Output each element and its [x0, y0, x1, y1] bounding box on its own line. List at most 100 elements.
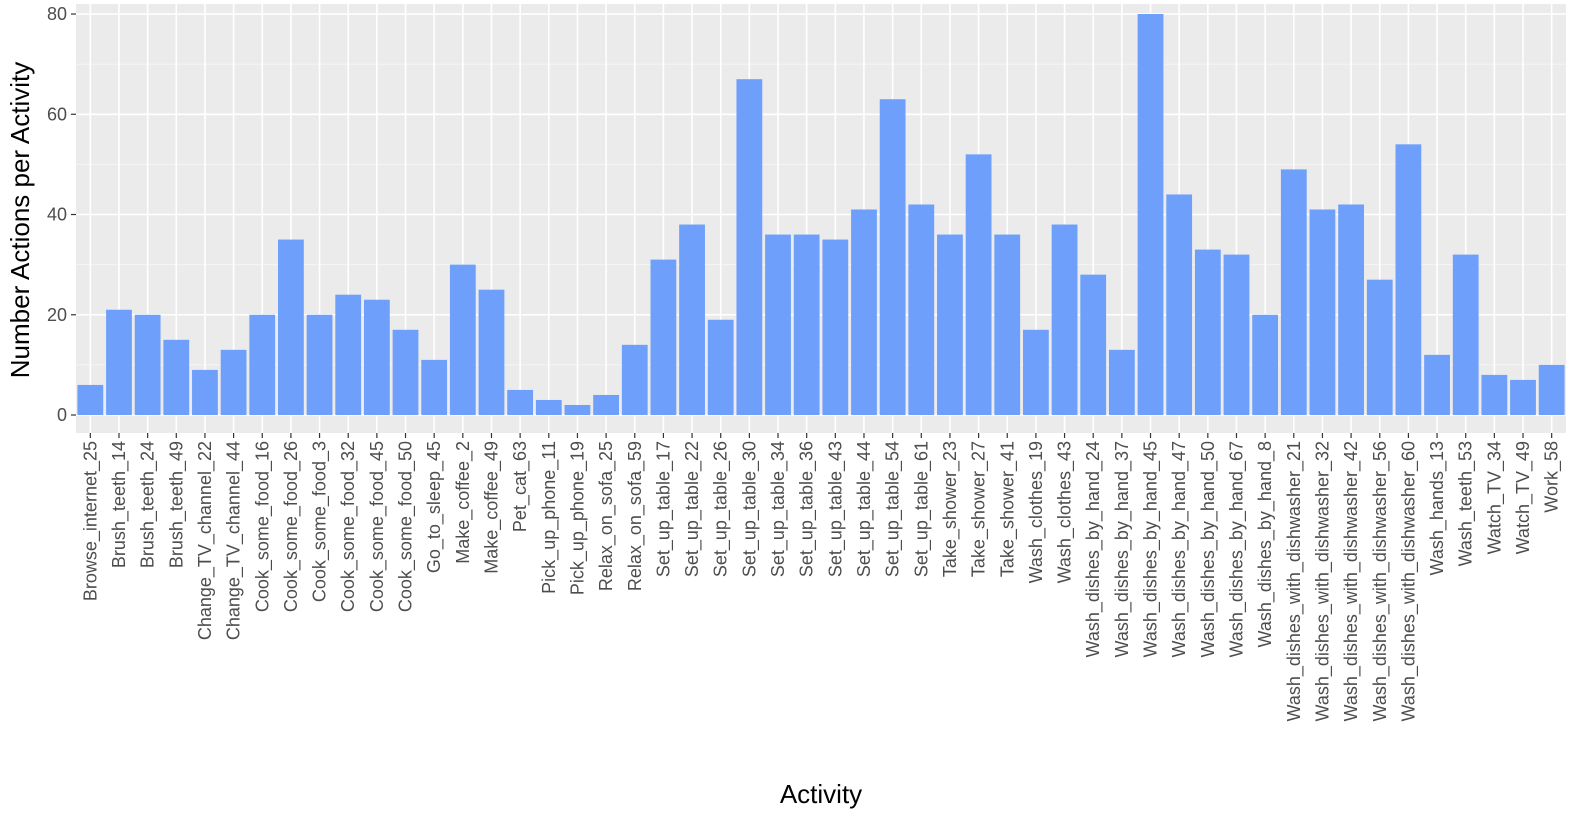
- bar-take-shower-41: [994, 234, 1021, 415]
- bars: [77, 14, 1565, 416]
- bar-cook-some-food-32: [335, 294, 362, 415]
- x-tick-label: Wash_dishes_by_hand_37: [1112, 441, 1133, 658]
- x-tick-label: Wash_dishes_with_dishwasher_21: [1284, 441, 1305, 722]
- x-tick-label: Cook_some_food_26: [281, 441, 302, 612]
- bar-cook-some-food-26: [278, 239, 304, 415]
- x-tick-label: Wash_dishes_by_hand_8: [1255, 441, 1276, 647]
- x-tick-label: Cook_some_food_45: [367, 441, 388, 612]
- bar-wash-dishes-by-hand-37: [1108, 349, 1135, 415]
- bar-set-up-table-30: [736, 79, 763, 416]
- x-tick-label: Set_up_table_61: [911, 441, 932, 577]
- y-axis-title: Number Actions per Activity: [5, 62, 35, 378]
- bar-wash-dishes-by-hand-67: [1223, 254, 1250, 415]
- bar-cook-some-food-3: [306, 314, 333, 415]
- bar-take-shower-23: [937, 234, 963, 415]
- x-tick-label: Make_coffee_49: [481, 441, 502, 574]
- x-tick-label: Take_shower_23: [940, 441, 961, 577]
- x-tick-label: Set_up_table_43: [825, 441, 846, 577]
- bar-change-tv-channel-22: [192, 369, 218, 415]
- x-tick-label: Set_up_table_30: [739, 441, 760, 577]
- bar-wash-dishes-with-dishwasher-60: [1395, 144, 1422, 415]
- bar-make-coffee-49: [478, 289, 505, 415]
- bar-brush-teeth-24: [134, 314, 161, 415]
- bar-set-up-table-61: [908, 204, 935, 415]
- bar-make-coffee-2: [449, 264, 476, 415]
- y-tick-label: 20: [47, 305, 67, 325]
- bar-set-up-table-36: [793, 234, 820, 415]
- x-tick-label: Brush_teeth_14: [109, 441, 130, 568]
- x-tick-label: Cook_some_food_3: [310, 441, 331, 602]
- x-tick-label: Set_up_table_36: [797, 441, 818, 577]
- bar-set-up-table-17: [650, 259, 677, 415]
- bar-cook-some-food-16: [249, 314, 276, 415]
- y-tick-label: 0: [57, 405, 67, 425]
- x-tick-label: Set_up_table_17: [653, 441, 674, 577]
- y-tick-label: 80: [47, 4, 67, 24]
- x-tick-label: Wash_dishes_by_hand_24: [1083, 441, 1104, 658]
- x-tick-label: Set_up_table_44: [854, 441, 875, 577]
- x-tick-label: Cook_some_food_16: [252, 441, 273, 612]
- x-tick-label: Cook_some_food_32: [338, 441, 359, 612]
- x-tick-label: Go_to_sleep_45: [424, 441, 445, 573]
- x-tick-label: Cook_some_food_50: [396, 441, 417, 612]
- bar-wash-dishes-by-hand-24: [1080, 274, 1107, 415]
- bar-wash-dishes-by-hand-45: [1137, 14, 1164, 416]
- x-tick-label: Wash_dishes_with_dishwasher_42: [1341, 441, 1362, 722]
- x-tick-label: Wash_clothes_19: [1026, 441, 1047, 583]
- x-tick-label: Wash_dishes_with_dishwasher_60: [1398, 441, 1419, 722]
- bar-set-up-table-34: [765, 234, 791, 415]
- x-tick-label: Set_up_table_34: [768, 441, 789, 577]
- bar-wash-dishes-by-hand-50: [1194, 249, 1221, 415]
- x-tick-label: Wash_hands_13: [1427, 441, 1448, 575]
- bar-relax-on-sofa-25: [593, 394, 619, 415]
- x-tick-label: Pick_up_phone_11: [539, 441, 560, 594]
- x-axis-title: Activity: [780, 779, 862, 809]
- bar-cook-some-food-50: [392, 329, 419, 415]
- bar-pick-up-phone-19: [564, 404, 591, 415]
- x-tick-label: Wash_dishes_by_hand_45: [1141, 441, 1162, 658]
- bar-work-58: [1538, 364, 1565, 415]
- x-tick-label: Brush_teeth_24: [138, 441, 159, 568]
- bar-wash-dishes-with-dishwasher-21: [1280, 169, 1307, 415]
- bar-cook-some-food-45: [363, 299, 390, 415]
- bar-wash-hands-13: [1424, 354, 1450, 415]
- x-tick-label: Watch_TV_34: [1484, 441, 1505, 554]
- x-tick-label: Set_up_table_54: [883, 441, 904, 577]
- y-tick-label: 40: [47, 205, 67, 225]
- x-tick-label: Wash_clothes_43: [1055, 441, 1076, 583]
- bar-wash-clothes-19: [1023, 329, 1049, 415]
- bar-pick-up-phone-11: [535, 399, 562, 415]
- y-axis: 0 20 40 60 80: [47, 4, 76, 425]
- x-tick-label: Wash_dishes_with_dishwasher_32: [1312, 441, 1333, 722]
- bar-watch-tv-34: [1481, 374, 1508, 415]
- bar-wash-dishes-with-dishwasher-42: [1338, 204, 1364, 415]
- x-tick-label: Make_coffee_2: [453, 441, 474, 564]
- x-tick-label: Change_TV_channel_22: [195, 441, 216, 640]
- x-tick-label: Change_TV_channel_44: [224, 441, 245, 640]
- x-tick-label: Take_shower_41: [997, 441, 1018, 577]
- y-tick-label: 60: [47, 104, 67, 124]
- x-tick-label: Pet_cat_63: [510, 441, 531, 532]
- bar-wash-clothes-43: [1051, 224, 1078, 415]
- x-tick-label: Take_shower_27: [969, 441, 990, 577]
- bar-set-up-table-26: [707, 319, 734, 415]
- bar-set-up-table-54: [879, 99, 906, 416]
- bar-wash-dishes-with-dishwasher-32: [1309, 209, 1336, 415]
- bar-wash-dishes-with-dishwasher-56: [1366, 279, 1393, 415]
- bar-wash-dishes-by-hand-47: [1166, 194, 1193, 415]
- bar-change-tv-channel-44: [220, 349, 247, 415]
- x-tick-label: Watch_TV_49: [1513, 441, 1534, 554]
- x-axis: Browse_internet_25 Brush_teeth_14 Brush_te…: [80, 433, 1563, 722]
- x-tick-label: Relax_on_sofa_59: [625, 441, 646, 591]
- bar-wash-dishes-by-hand-8: [1252, 314, 1279, 415]
- x-tick-label: Wash_dishes_with_dishwasher_56: [1370, 441, 1391, 722]
- bar-browse-internet-25: [77, 384, 104, 415]
- bar-watch-tv-49: [1510, 379, 1536, 415]
- x-tick-label: Wash_teeth_53: [1456, 441, 1477, 566]
- x-tick-label: Browse_internet_25: [80, 441, 101, 601]
- bar-relax-on-sofa-59: [621, 344, 648, 415]
- x-tick-label: Wash_dishes_by_hand_50: [1198, 441, 1219, 658]
- bar-set-up-table-43: [822, 239, 849, 415]
- bar-wash-teeth-53: [1452, 254, 1479, 415]
